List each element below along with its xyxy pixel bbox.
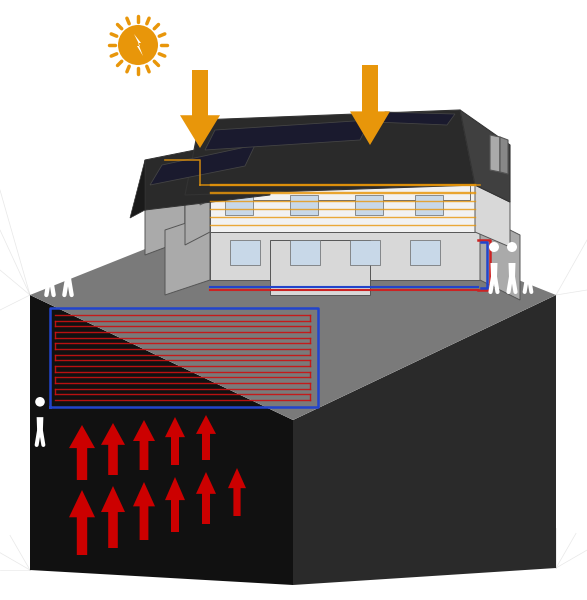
Polygon shape [293,295,556,585]
Polygon shape [290,240,320,265]
Polygon shape [134,34,143,56]
Polygon shape [101,423,125,475]
Circle shape [35,397,45,407]
Polygon shape [69,490,95,555]
Polygon shape [491,263,498,277]
Polygon shape [165,477,185,532]
Polygon shape [210,165,470,200]
Polygon shape [500,137,508,174]
Polygon shape [30,190,556,420]
Polygon shape [210,215,480,280]
Polygon shape [228,468,246,516]
Polygon shape [410,240,440,265]
Polygon shape [185,195,270,240]
Polygon shape [180,70,220,148]
Polygon shape [490,135,500,172]
Circle shape [45,243,55,253]
Polygon shape [355,195,383,215]
Polygon shape [230,240,260,265]
Polygon shape [196,415,216,460]
Circle shape [489,242,499,252]
Polygon shape [46,265,53,280]
Polygon shape [205,120,370,150]
Polygon shape [185,110,475,195]
Polygon shape [145,135,270,210]
Polygon shape [130,160,145,218]
Polygon shape [475,185,510,247]
Polygon shape [133,482,155,540]
Polygon shape [225,195,253,215]
Polygon shape [480,215,520,300]
Polygon shape [460,110,510,202]
Polygon shape [185,185,210,245]
Circle shape [523,244,533,254]
Polygon shape [69,425,95,480]
Polygon shape [350,240,380,265]
Polygon shape [145,195,185,255]
Polygon shape [65,265,72,280]
Polygon shape [508,263,515,277]
Polygon shape [290,195,318,215]
Polygon shape [210,185,475,232]
Circle shape [118,25,158,65]
Polygon shape [165,215,210,295]
Polygon shape [101,486,125,548]
Polygon shape [375,112,455,125]
Polygon shape [150,145,255,185]
Polygon shape [165,417,185,465]
Polygon shape [30,295,293,585]
Polygon shape [36,417,43,431]
Polygon shape [415,195,443,215]
Polygon shape [196,472,216,524]
Polygon shape [525,264,531,278]
Polygon shape [133,420,155,470]
Circle shape [63,243,73,253]
Circle shape [507,242,517,252]
Polygon shape [200,165,210,205]
Polygon shape [350,65,390,145]
Polygon shape [270,240,370,295]
